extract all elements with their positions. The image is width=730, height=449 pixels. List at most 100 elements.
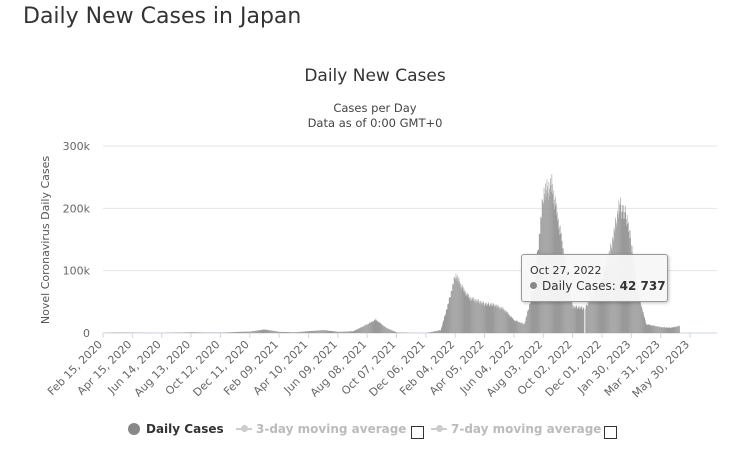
bar[interactable]	[195, 332, 197, 333]
bar[interactable]	[364, 325, 366, 333]
bar[interactable]	[500, 308, 501, 333]
bar[interactable]	[362, 327, 363, 333]
bar[interactable]	[518, 322, 519, 333]
bar[interactable]	[678, 325, 680, 333]
bar[interactable]	[288, 332, 290, 333]
bar[interactable]	[577, 308, 578, 333]
bar[interactable]	[576, 305, 577, 333]
bar[interactable]	[354, 330, 356, 333]
bar[interactable]	[278, 331, 279, 333]
bar[interactable]	[283, 331, 284, 333]
bar[interactable]	[329, 330, 331, 333]
bar[interactable]	[260, 330, 261, 333]
bar[interactable]	[533, 291, 535, 333]
bar[interactable]	[527, 310, 529, 333]
bar[interactable]	[591, 296, 592, 333]
bar[interactable]	[654, 325, 656, 333]
bar[interactable]	[464, 292, 466, 333]
bar[interactable]	[259, 330, 260, 333]
bar[interactable]	[281, 331, 283, 333]
bar[interactable]	[386, 328, 388, 333]
bar[interactable]	[525, 317, 527, 333]
bar[interactable]	[590, 300, 591, 333]
bar[interactable]	[334, 331, 335, 333]
bar[interactable]	[311, 331, 312, 333]
bar[interactable]	[385, 326, 386, 333]
bar[interactable]	[251, 331, 252, 333]
bar[interactable]	[461, 289, 463, 333]
bar[interactable]	[372, 322, 373, 333]
bar[interactable]	[491, 303, 492, 333]
bar[interactable]	[551, 174, 553, 333]
bar[interactable]	[308, 331, 310, 333]
bar[interactable]	[653, 326, 655, 333]
bar[interactable]	[352, 331, 354, 333]
bar[interactable]	[249, 331, 250, 333]
bar[interactable]	[672, 327, 674, 333]
bar[interactable]	[531, 297, 532, 333]
bar[interactable]	[370, 321, 372, 333]
bar[interactable]	[572, 308, 574, 333]
bar[interactable]	[246, 331, 247, 333]
bar[interactable]	[302, 331, 304, 333]
bar[interactable]	[185, 332, 186, 333]
bar[interactable]	[671, 327, 673, 333]
bar[interactable]	[650, 325, 652, 333]
bar[interactable]	[583, 308, 584, 333]
bar[interactable]	[586, 305, 588, 333]
bar[interactable]	[530, 297, 532, 333]
bar[interactable]	[574, 308, 575, 333]
bar[interactable]	[581, 307, 582, 333]
bar[interactable]	[359, 327, 361, 333]
bar[interactable]	[305, 331, 306, 333]
bar[interactable]	[639, 297, 641, 333]
bar[interactable]	[186, 332, 188, 333]
bar[interactable]	[574, 305, 576, 333]
bar[interactable]	[334, 331, 336, 333]
bar[interactable]	[384, 326, 385, 333]
bar[interactable]	[378, 321, 380, 333]
bar[interactable]	[674, 326, 675, 333]
bar[interactable]	[646, 324, 648, 333]
bar[interactable]	[365, 325, 366, 333]
bar[interactable]	[576, 306, 578, 333]
bar[interactable]	[299, 331, 301, 333]
bar[interactable]	[664, 327, 666, 333]
bar[interactable]	[359, 327, 360, 333]
bar[interactable]	[488, 305, 490, 333]
bar[interactable]	[353, 330, 355, 333]
bar[interactable]	[339, 331, 341, 333]
bar[interactable]	[663, 327, 665, 333]
bar[interactable]	[495, 307, 497, 333]
bar[interactable]	[667, 327, 669, 333]
bar[interactable]	[468, 294, 470, 333]
bar[interactable]	[318, 330, 320, 333]
bar[interactable]	[321, 330, 322, 333]
bar[interactable]	[472, 299, 473, 333]
bar[interactable]	[319, 330, 321, 333]
bar[interactable]	[642, 309, 643, 333]
bar[interactable]	[666, 327, 667, 333]
bar[interactable]	[487, 302, 489, 333]
bar[interactable]	[636, 279, 638, 333]
bar[interactable]	[443, 316, 445, 333]
bar[interactable]	[481, 301, 483, 333]
bar[interactable]	[285, 332, 287, 333]
bar[interactable]	[304, 331, 306, 333]
bar[interactable]	[251, 331, 253, 333]
legend-item-daily-cases[interactable]: Daily Cases	[128, 422, 224, 436]
bar[interactable]	[249, 331, 251, 333]
bar[interactable]	[515, 320, 517, 333]
bar[interactable]	[255, 330, 256, 333]
bar[interactable]	[573, 305, 574, 333]
bar[interactable]	[347, 331, 349, 333]
bar[interactable]	[592, 293, 594, 333]
bar[interactable]	[355, 329, 357, 333]
bar[interactable]	[315, 330, 317, 333]
bar[interactable]	[378, 322, 379, 333]
bar[interactable]	[583, 309, 585, 333]
bar[interactable]	[281, 331, 282, 333]
bar[interactable]	[256, 330, 257, 333]
bar[interactable]	[596, 288, 597, 333]
bar[interactable]	[489, 306, 491, 333]
